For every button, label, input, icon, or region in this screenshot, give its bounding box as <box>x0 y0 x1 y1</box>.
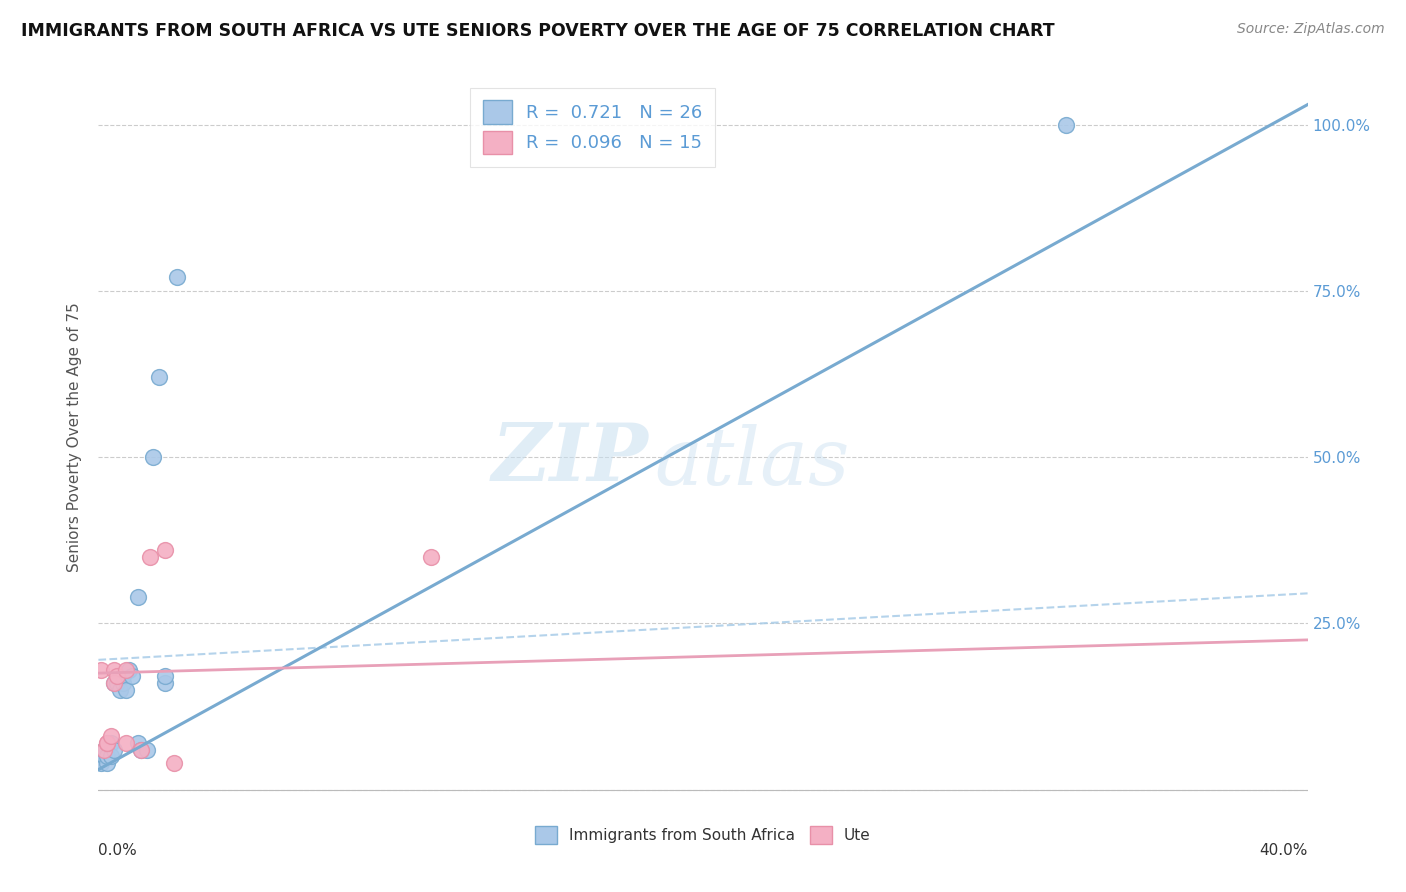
Point <box>153 543 176 558</box>
Point <box>135 742 157 756</box>
Point <box>111 676 134 690</box>
Point <box>93 749 115 764</box>
Point <box>114 682 136 697</box>
Y-axis label: Seniors Poverty Over the Age of 75: Seniors Poverty Over the Age of 75 <box>67 302 83 572</box>
Text: IMMIGRANTS FROM SOUTH AFRICA VS UTE SENIORS POVERTY OVER THE AGE OF 75 CORRELATI: IMMIGRANTS FROM SOUTH AFRICA VS UTE SENI… <box>21 22 1054 40</box>
Legend: Immigrants from South Africa, Ute: Immigrants from South Africa, Ute <box>529 820 877 850</box>
Point <box>103 742 125 756</box>
Point <box>129 742 152 756</box>
Point <box>142 450 165 464</box>
Point <box>108 682 131 697</box>
Point <box>127 590 149 604</box>
Text: ZIP: ZIP <box>492 420 648 498</box>
Point <box>129 742 152 756</box>
Point <box>90 756 112 770</box>
Text: atlas: atlas <box>655 424 851 501</box>
Text: 40.0%: 40.0% <box>1260 843 1308 858</box>
Point <box>100 736 122 750</box>
Point <box>127 736 149 750</box>
Point <box>1054 118 1077 132</box>
Point <box>100 729 122 743</box>
Point <box>103 663 125 677</box>
Point <box>118 663 141 677</box>
Point <box>90 663 112 677</box>
Point <box>114 736 136 750</box>
Point <box>96 736 118 750</box>
Point <box>163 756 186 770</box>
Point <box>121 669 143 683</box>
Point <box>103 676 125 690</box>
Point <box>105 669 128 683</box>
Point <box>93 742 115 756</box>
Point <box>166 270 188 285</box>
Point <box>420 549 443 564</box>
Point <box>139 549 162 564</box>
Text: 0.0%: 0.0% <box>98 843 138 858</box>
Point <box>93 742 115 756</box>
Point <box>100 749 122 764</box>
Point <box>148 370 170 384</box>
Point <box>111 669 134 683</box>
Point <box>96 749 118 764</box>
Text: Source: ZipAtlas.com: Source: ZipAtlas.com <box>1237 22 1385 37</box>
Point <box>153 669 176 683</box>
Point <box>153 676 176 690</box>
Point <box>105 676 128 690</box>
Point <box>96 736 118 750</box>
Point <box>103 676 125 690</box>
Point <box>96 756 118 770</box>
Point <box>114 663 136 677</box>
